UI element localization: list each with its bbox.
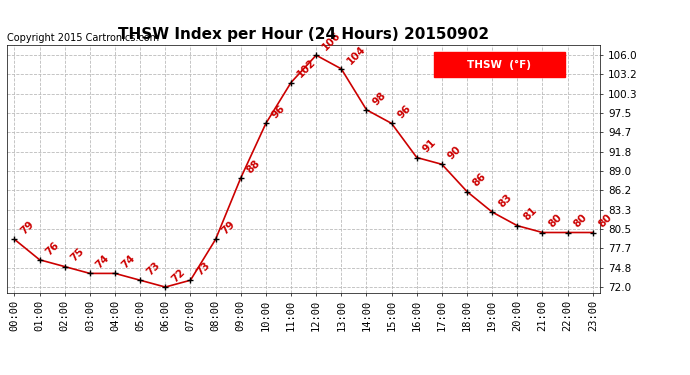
Text: 96: 96 — [396, 104, 413, 121]
Text: 73: 73 — [195, 260, 212, 278]
FancyBboxPatch shape — [434, 53, 564, 77]
Text: 80: 80 — [597, 212, 614, 230]
Text: 80: 80 — [546, 212, 564, 230]
Text: 76: 76 — [43, 240, 61, 257]
Text: 79: 79 — [19, 219, 36, 237]
Text: 74: 74 — [119, 253, 137, 271]
Text: 74: 74 — [94, 253, 112, 271]
Text: 98: 98 — [371, 90, 388, 107]
Text: 91: 91 — [421, 138, 438, 155]
Text: 106: 106 — [320, 30, 343, 52]
Title: THSW Index per Hour (24 Hours) 20150902: THSW Index per Hour (24 Hours) 20150902 — [118, 27, 489, 42]
Text: 104: 104 — [346, 44, 368, 66]
Text: 79: 79 — [219, 219, 237, 237]
Text: 81: 81 — [522, 206, 539, 223]
Text: 75: 75 — [69, 246, 86, 264]
Text: Copyright 2015 Cartronics.com: Copyright 2015 Cartronics.com — [7, 33, 159, 42]
Text: 86: 86 — [471, 171, 489, 189]
Text: 73: 73 — [144, 260, 161, 278]
Text: 102: 102 — [295, 57, 317, 80]
Text: 88: 88 — [245, 158, 262, 175]
Text: 96: 96 — [270, 104, 287, 121]
Text: 72: 72 — [170, 267, 187, 284]
Text: 83: 83 — [496, 192, 513, 209]
Text: THSW  (°F): THSW (°F) — [467, 60, 531, 70]
Text: 90: 90 — [446, 144, 463, 162]
Text: 80: 80 — [572, 212, 589, 230]
